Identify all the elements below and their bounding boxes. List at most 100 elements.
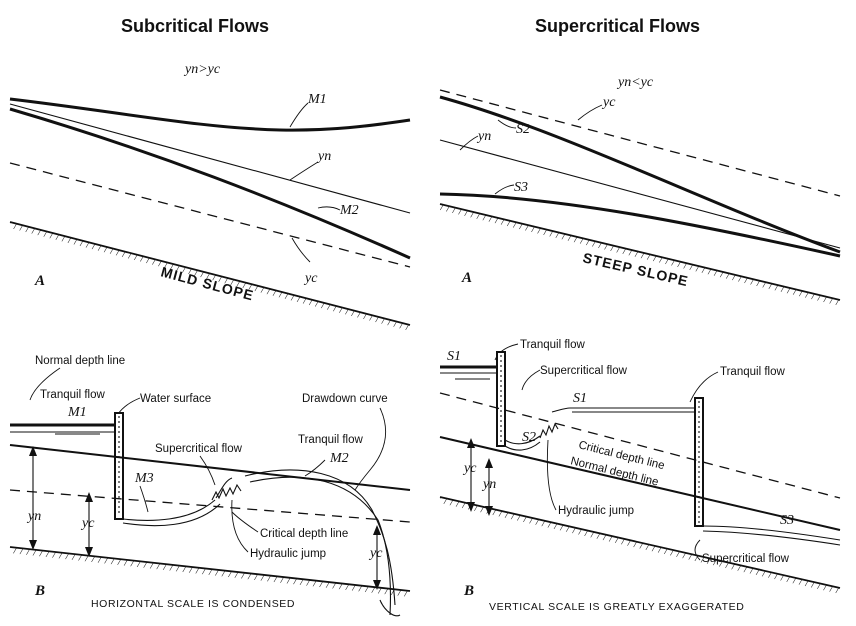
normal-depth-line-label: Normal depth line <box>35 355 125 367</box>
subcritical-title: Subcritical Flows <box>121 16 270 36</box>
hydraulic-jump-waves-right <box>539 422 559 439</box>
yn-label-steep: yn <box>476 129 491 144</box>
mild-slope-bed-hatch <box>10 222 410 331</box>
yn-arrow-top <box>29 446 37 456</box>
mild-slope-panel: yn>yc M1 yn M2 yc A MILD SLOPE <box>9 62 411 331</box>
s1-label-right: S1 <box>573 391 587 406</box>
channel-bed-bottom-right <box>439 496 841 589</box>
sluice-gate-upstream <box>496 351 506 447</box>
hydraulic-jump-leader-right <box>546 439 557 511</box>
yc-label-bottom: yc <box>80 516 95 531</box>
yn-leader <box>289 161 319 181</box>
mild-slope-label: MILD SLOPE <box>159 263 255 303</box>
m1-label: M1 <box>307 92 327 107</box>
s3-curve <box>439 192 841 258</box>
m1-leader <box>289 102 309 128</box>
yc-label-right-bottom: yc <box>462 461 477 476</box>
s3-downstream-curve-2 <box>702 530 841 546</box>
normal-depth-line-steep-bottom <box>439 436 841 531</box>
drawdown-leader <box>354 407 387 491</box>
yn-label: yn <box>316 149 331 164</box>
s1-backwater-surface <box>551 407 695 413</box>
s3-downstream-curve <box>702 525 841 541</box>
m2-leader <box>317 206 341 211</box>
yc-leader <box>291 237 311 263</box>
yn-label-right-bottom: yn <box>481 477 496 492</box>
m1-curve <box>9 97 411 132</box>
bed-hatch-bottom-left <box>10 547 410 597</box>
tranquil-flow-label-2: Tranquil flow <box>298 434 363 446</box>
tranquil-flow-label: Tranquil flow <box>40 389 105 401</box>
m3-curve-lower <box>122 503 221 527</box>
m3-curve <box>122 499 216 521</box>
panel-letter-b-right: B <box>463 583 474 599</box>
vertical-scale-caption: VERTICAL SCALE IS GREATLY EXAGGERATED <box>489 601 744 613</box>
drawdown-lip <box>379 599 401 617</box>
m2-drawdown-curve-inner <box>249 476 392 616</box>
s3-label-bottom: S3 <box>780 513 794 528</box>
m2-drawdown-curve <box>244 469 396 606</box>
yn-arrow-top-right <box>485 458 493 468</box>
drawdown-curve-label: Drawdown curve <box>302 393 388 405</box>
mild-slope-example-panel: Normal depth line Tranquil flow Water su… <box>9 355 411 617</box>
yc-arrow-top-right <box>467 438 475 448</box>
water-surface-leader <box>117 397 141 415</box>
m2-label: M2 <box>339 203 359 218</box>
critical-depth-line-label: Critical depth line <box>260 528 348 540</box>
yc-label-steep: yc <box>601 95 616 110</box>
tranquil-flow-label-right: Tranquil flow <box>520 339 585 351</box>
yc-right-arrow-top <box>373 525 381 535</box>
panel-letter-b-left: B <box>34 583 45 599</box>
tranquil-flow-label-right-2: Tranquil flow <box>720 366 785 378</box>
s2-curve <box>439 95 841 254</box>
yc-right-arrow-bottom <box>373 580 381 590</box>
hydraulic-jump-leader <box>231 499 249 553</box>
steep-slope-example-panel: S1 Tranquil flow S1 S2 Supercritical flo… <box>439 339 841 613</box>
tranquil-leader-right <box>494 343 519 361</box>
supercritical-flow-label-right: Supercritical flow <box>540 365 628 377</box>
normal-depth-leader <box>29 367 61 401</box>
hydraulic-jump-label-right: Hydraulic jump <box>558 505 634 517</box>
normal-depth-line <box>9 103 411 214</box>
supercritical-leader <box>199 455 216 486</box>
critical-depth-line <box>9 162 411 268</box>
supercritical-leader-right <box>521 369 541 391</box>
water-surface-label: Water surface <box>140 393 211 405</box>
m2-label-bottom: M2 <box>329 451 349 466</box>
steep-slope-bed <box>439 203 841 301</box>
s2-jet <box>504 441 541 451</box>
m2-leader-bottom <box>304 459 326 477</box>
yc-leader-steep <box>577 104 603 121</box>
yc-arrow-bottom <box>85 547 93 557</box>
critical-depth-line-steep-bottom <box>439 392 841 499</box>
yn-leader-steep <box>459 135 479 151</box>
critical-depth-line-bottom <box>9 489 411 523</box>
s2-jet-upper <box>504 435 541 445</box>
hydraulic-jump-waves <box>211 483 242 501</box>
bed-hatch-bottom-right <box>440 497 840 594</box>
condition-yn-lt-yc: yn<yc <box>616 75 654 90</box>
yc-arrow-top <box>85 492 93 502</box>
s1-left-label: S1 <box>447 349 461 364</box>
s2-label: S2 <box>516 122 530 137</box>
channel-bed-bottom-left <box>9 546 411 592</box>
yc-label: yc <box>303 271 318 286</box>
m1-label-bottom: M1 <box>67 405 87 420</box>
hydraulic-jump-label: Hydraulic jump <box>250 548 326 560</box>
yn-arrow-bottom <box>29 540 37 550</box>
panel-letter-a-left: A <box>34 273 45 289</box>
m3-leader <box>139 485 149 513</box>
horizontal-scale-caption: HORIZONTAL SCALE IS CONDENSED <box>91 598 295 610</box>
steep-slope-bed-hatch <box>440 204 840 306</box>
yn-label-bottom: yn <box>26 509 41 524</box>
panel-letter-a-right: A <box>461 270 472 286</box>
normal-depth-line-steep <box>439 139 841 249</box>
condition-yn-gt-yc: yn>yc <box>183 62 221 77</box>
supercritical-title: Supercritical Flows <box>535 16 701 36</box>
critical-depth-leader <box>231 511 259 533</box>
hydraulic-jump-roller <box>215 477 233 499</box>
s2-leader <box>497 119 517 129</box>
supercritical-flow-label: Supercritical flow <box>155 443 243 455</box>
critical-depth-line-steep <box>439 89 841 197</box>
